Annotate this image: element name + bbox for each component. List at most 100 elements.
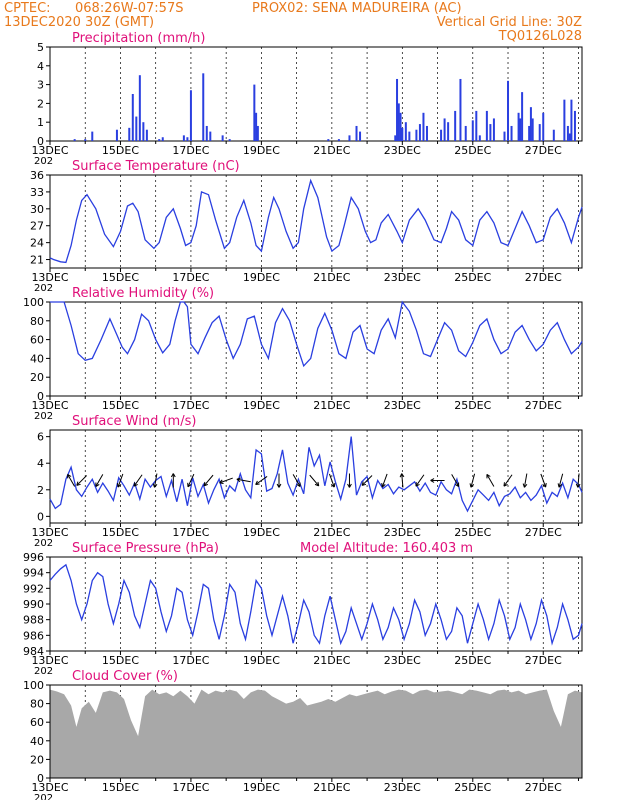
y-tick-label: 27 [30, 220, 44, 233]
y-tick-label: 30 [30, 203, 44, 216]
x-tick-label: 17DEC [172, 144, 209, 157]
precip-bar [418, 124, 421, 141]
cloud-cover-area [50, 689, 582, 778]
wind-arrow [486, 473, 495, 487]
year-fragment: 202 [34, 411, 53, 422]
wind-arrow-head [133, 483, 138, 487]
x-tick-label: 13DEC [31, 781, 68, 794]
wind-arrow-shaft [153, 473, 158, 488]
wind-arrow-shaft [76, 475, 88, 486]
y-tick-label: 60 [30, 716, 44, 729]
precip-bar [517, 112, 520, 141]
wind-arrow [116, 473, 124, 488]
year-fragment: 202 [34, 666, 53, 677]
panel-frame-overlay [49, 684, 583, 779]
y-tick-label: 40 [30, 735, 44, 748]
x-tick-label: 19DEC [243, 399, 280, 412]
wind-arrow-head [454, 484, 459, 487]
wind-arrow-head [361, 483, 367, 486]
wind-arrow-head [76, 481, 79, 486]
pressure-series-line [49, 563, 583, 646]
x-tick-label: 25DEC [454, 144, 491, 157]
wind-arrow-head [575, 483, 579, 488]
wind-arrow-shaft [451, 474, 460, 487]
precip-bar [440, 129, 443, 141]
wind-arrow-head [486, 473, 491, 477]
x-tick-label: 15DEC [102, 654, 139, 667]
precip-bar [447, 122, 450, 141]
precip-bar [542, 112, 545, 141]
wind-arrow [67, 473, 76, 487]
precip-bar [359, 131, 362, 141]
wind-arrow-head [381, 483, 383, 488]
precip-bar [91, 131, 94, 141]
x-tick-label: 27DEC [525, 399, 562, 412]
precip-bar [135, 116, 138, 141]
x-tick-label: 13DEC [31, 654, 68, 667]
y-tick-label: 0 [37, 772, 44, 785]
wind-arrow-head [399, 473, 403, 478]
wind-arrow-shaft [470, 473, 476, 488]
precip-bar [563, 99, 566, 141]
panel-frame [49, 46, 583, 142]
precip-bar [415, 129, 418, 141]
wind-arrow [203, 474, 214, 487]
wind-arrow-head [349, 483, 352, 488]
wind-arrow-shaft [117, 473, 124, 488]
x-tick-label: 21DEC [313, 526, 350, 539]
wind-arrow-head [361, 481, 364, 486]
y-tick-label: 5 [37, 41, 44, 54]
wind-arrow-head [276, 483, 280, 488]
wind-arrow-shaft [577, 473, 580, 488]
wind-arrow [133, 474, 143, 487]
x-tick-label: 13DEC [31, 399, 68, 412]
wind-arrow [76, 475, 88, 486]
panel-title: Cloud Cover (%) [72, 669, 178, 684]
x-tick-label: 17DEC [172, 781, 209, 794]
wind-arrow-head [557, 483, 560, 488]
x-tick-label: 25DEC [454, 781, 491, 794]
precip-bar [189, 90, 192, 141]
wind-arrow-head [172, 473, 176, 478]
wind-series-line [49, 436, 583, 513]
wind-arrow [557, 473, 564, 488]
x-tick-label: 25DEC [454, 399, 491, 412]
precip-bar [521, 92, 524, 141]
wind-arrow-head [236, 477, 241, 480]
x-tick-label: 27DEC [525, 526, 562, 539]
precip-bar [570, 99, 573, 141]
precip-bar [475, 110, 478, 141]
x-tick-label: 15DEC [102, 271, 139, 284]
y-tick-label: 24 [30, 237, 44, 250]
precip-bar [443, 118, 446, 141]
precip-bar [221, 135, 224, 141]
wind-arrow-head [116, 483, 119, 488]
wind-arrow [575, 473, 581, 488]
precip-bar [573, 110, 576, 141]
y-tick-label: 36 [30, 169, 44, 182]
wind-arrow-shaft [415, 474, 425, 487]
y-tick-label: 4 [37, 60, 44, 73]
wind-arrow-head [219, 479, 223, 484]
x-tick-label: 21DEC [313, 399, 350, 412]
y-tick-label: 60 [30, 334, 44, 347]
wind-arrow [276, 473, 282, 488]
y-tick-label: 988 [23, 614, 44, 627]
x-tick-label: 15DEC [102, 399, 139, 412]
precip-bar [205, 125, 208, 141]
wind-arrow-head [187, 484, 192, 488]
wind-arrow-head [401, 473, 405, 478]
precip-bar [128, 127, 131, 141]
wind-arrow-head [347, 483, 350, 488]
wind-arrow-head [203, 481, 206, 486]
wind-arrow-shaft [328, 473, 335, 488]
x-tick-label: 21DEC [313, 144, 350, 157]
x-tick-label: 13DEC [31, 144, 68, 157]
wind-arrow-shaft [486, 474, 495, 487]
panel-title: Relative Humidity (%) [72, 286, 214, 301]
y-tick-label: 3 [37, 79, 44, 92]
precip-bar [531, 118, 534, 141]
precip-bar [186, 137, 189, 141]
header-station: PROX02: SENA MADUREIRA (AC) [252, 1, 462, 16]
